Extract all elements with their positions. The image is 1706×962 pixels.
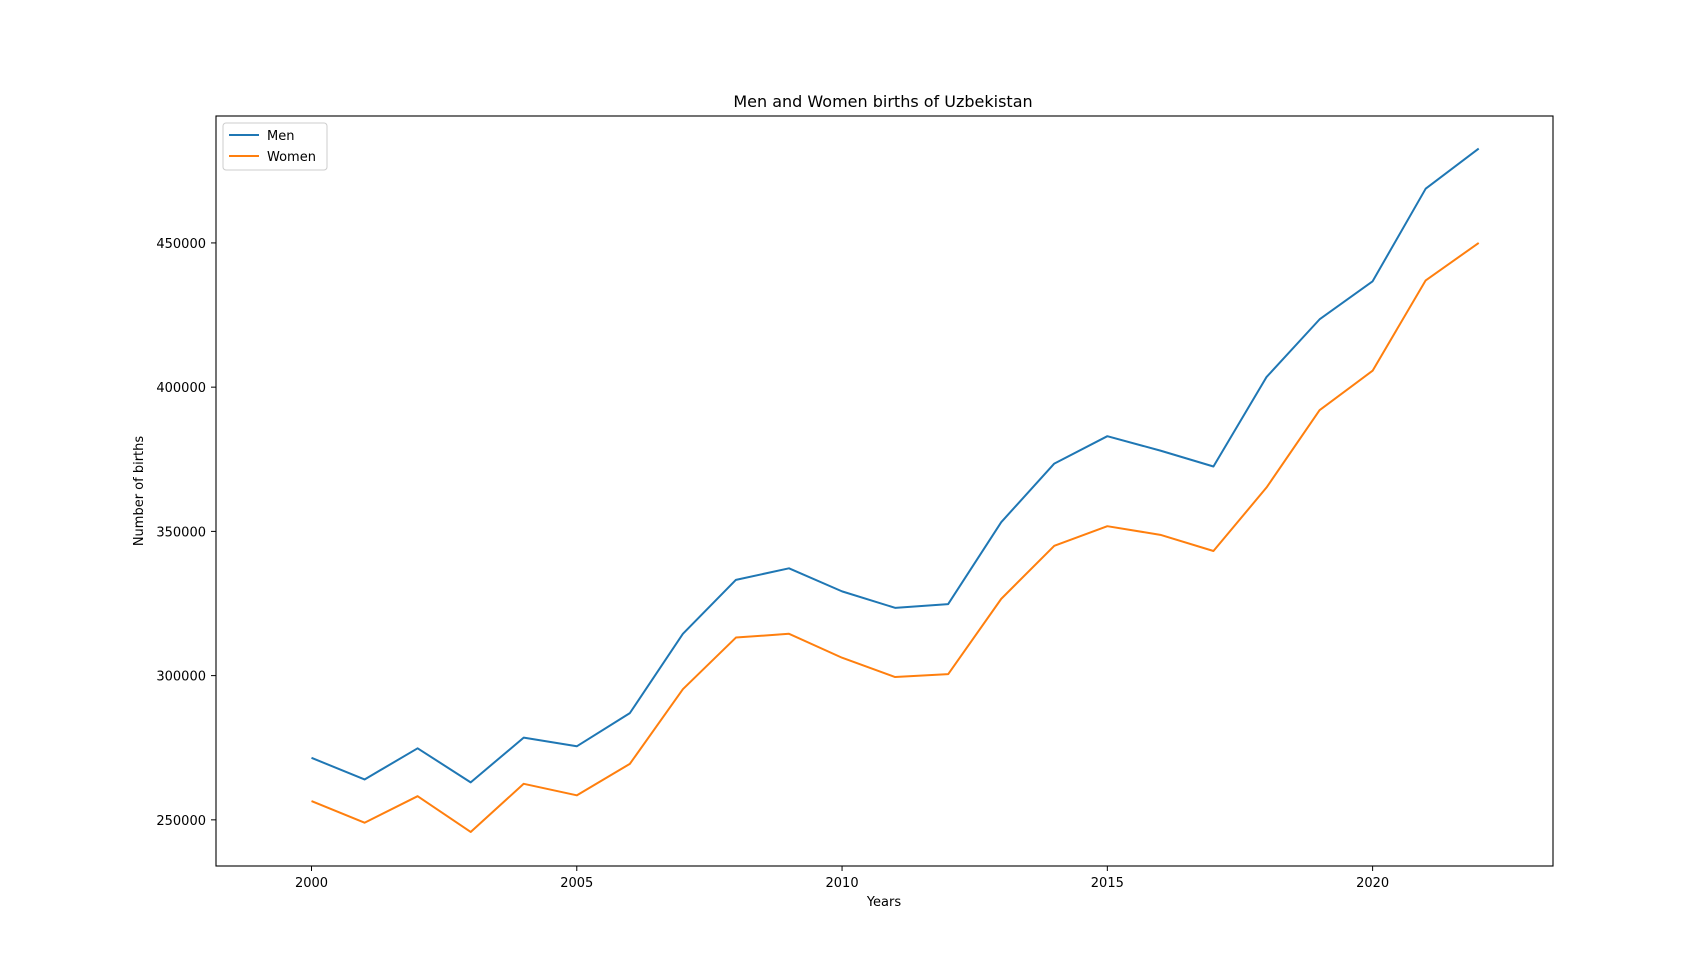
- legend-label-men: Men: [267, 129, 294, 144]
- x-axis: 2000 2005 2010 2015 2020: [295, 866, 1389, 891]
- x-tick-label: 2000: [295, 876, 328, 891]
- y-axis: 250000 300000 350000 400000 450000: [156, 237, 216, 829]
- y-tick-label: 250000: [156, 814, 206, 829]
- plot-area-frame: [215, 115, 1554, 867]
- series-line-men: [311, 147, 1480, 784]
- x-tick-label: 2020: [1356, 876, 1389, 891]
- x-tick-label: 2005: [560, 876, 593, 891]
- x-tick-label: 2015: [1091, 876, 1124, 891]
- x-axis-label: Years: [866, 895, 902, 910]
- y-tick-label: 350000: [156, 525, 206, 540]
- y-axis-label: Number of births: [132, 436, 147, 547]
- legend-label-women: Women: [267, 150, 316, 165]
- series-group: [311, 147, 1480, 833]
- series-line-women: [311, 242, 1480, 833]
- chart-title: Men and Women births of Uzbekistan: [733, 92, 1032, 111]
- x-tick-label: 2010: [826, 876, 859, 891]
- y-tick-label: 300000: [156, 670, 206, 685]
- legend: Men Women: [222, 122, 328, 171]
- y-tick-label: 450000: [156, 237, 206, 252]
- y-tick-label: 400000: [156, 381, 206, 396]
